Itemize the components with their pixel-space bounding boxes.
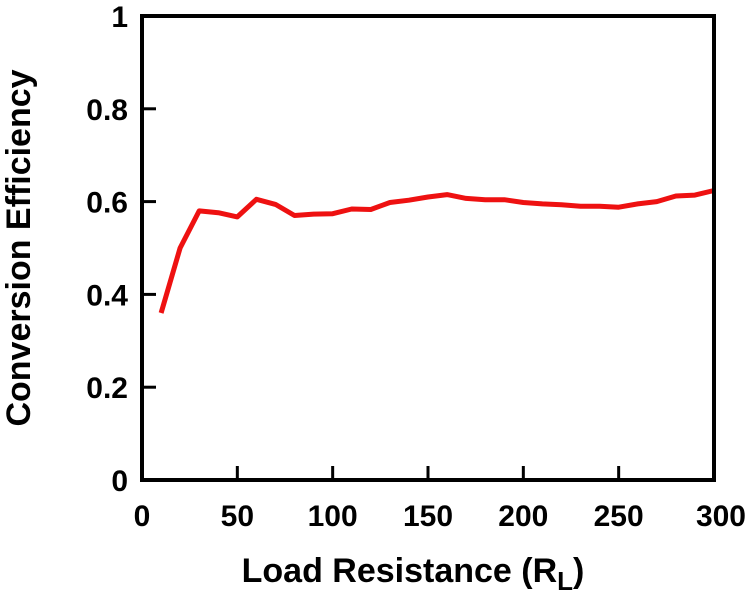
x-tick-label: 50 [221,500,254,533]
x-axis-title-close: ) [573,552,584,590]
series-line [158,188,715,314]
x-axis-title-subscript: L [557,566,573,595]
plot-frame [140,14,716,482]
x-tick-label: 100 [308,500,358,533]
x-tick-label: 300 [696,500,746,533]
y-tick-label: 0.4 [86,279,128,312]
series-group [158,188,715,314]
x-tick-label: 150 [403,500,453,533]
x-axis-title-main: Load Resistance (R [242,552,558,590]
x-axis-ticks: 0 50 100 150 200 250 300 [134,466,746,533]
x-tick-label: 200 [498,500,548,533]
y-tick-label: 0.6 [86,187,128,220]
y-tick-label: 1 [111,1,128,34]
x-tick-label: 250 [594,500,644,533]
y-tick-label: 0.2 [86,372,128,405]
y-axis-ticks: 0 0.2 0.4 0.6 0.8 1 [86,1,156,498]
y-tick-label: 0.8 [86,94,128,127]
y-axis-title: Conversion Efficiency [0,69,38,426]
x-tick-label: 0 [134,500,151,533]
y-tick-label: 0 [111,465,128,498]
x-axis-title: Load Resistance (RL) [242,552,585,595]
